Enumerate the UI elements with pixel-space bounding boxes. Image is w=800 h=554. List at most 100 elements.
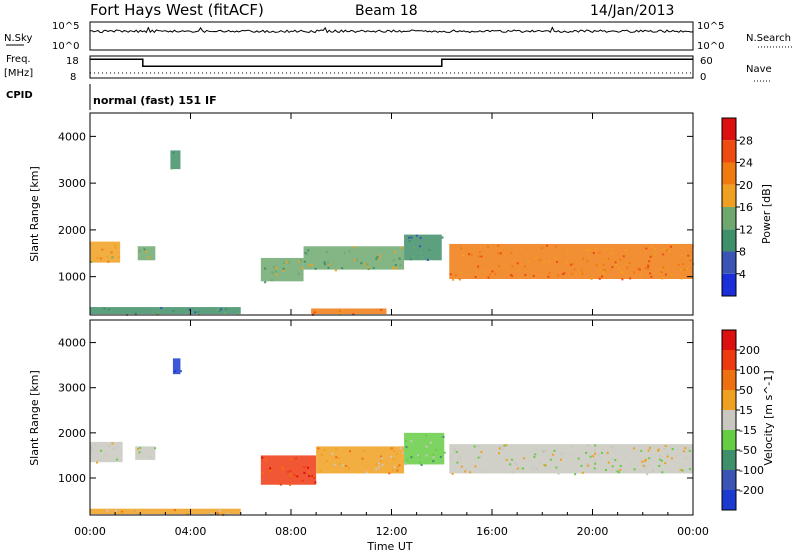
echo-speckle: [636, 267, 639, 270]
echo-speckle: [151, 310, 154, 313]
echo-speckle: [557, 472, 560, 475]
echo-speckle: [513, 461, 516, 464]
echo-speckle: [289, 473, 292, 476]
echo-speckle: [116, 458, 119, 461]
echo-speckle: [297, 272, 300, 275]
echo-speckle: [511, 458, 514, 461]
time-axis: 00:00 04:00 08:00 12:00 16:00 20:00 00:00: [74, 113, 709, 538]
echo-speckle: [498, 447, 501, 450]
colorbar-segment: [722, 370, 736, 390]
echo-speckle: [671, 448, 674, 451]
echo-speckle: [633, 447, 636, 450]
echo-speckle: [405, 458, 408, 461]
freq-label: Freq.: [6, 54, 31, 65]
echo-speckle: [478, 251, 481, 254]
echo-speckle: [648, 457, 651, 460]
echo-speckle: [312, 475, 315, 478]
echo-speckle: [293, 474, 296, 477]
echo-speckle: [673, 243, 676, 246]
echo-speckle: [313, 477, 316, 480]
echo-speckle: [416, 454, 419, 457]
echo-speckle: [265, 458, 268, 461]
colorbar-segment: [722, 470, 736, 490]
echo-speckle: [477, 445, 480, 448]
echo-speckle: [563, 272, 566, 275]
echo-speckle: [649, 446, 652, 449]
echo-speckle: [474, 465, 477, 468]
echo-speckle: [662, 266, 665, 269]
colorbar-tick-label: -100: [739, 464, 764, 477]
echo-speckle: [670, 457, 673, 460]
echo-speckle: [408, 239, 411, 242]
echo-speckle: [689, 259, 692, 262]
freq-tick-high: 18: [66, 56, 79, 67]
echo-speckle: [338, 463, 341, 466]
echo-speckle: [640, 449, 643, 452]
echo-speckle: [614, 458, 617, 461]
echo-speckle: [594, 247, 597, 250]
echo-speckle: [552, 453, 555, 456]
echo-speckle: [174, 152, 177, 155]
x-tick-label: 00:00: [677, 525, 709, 538]
echo-speckle: [601, 270, 604, 273]
echo-speckle: [438, 254, 441, 257]
echo-speckle: [626, 266, 629, 269]
echo-speckle: [99, 257, 102, 260]
echo-speckle: [669, 245, 672, 248]
echo-speckle: [547, 259, 550, 262]
y-tick-label: 3000: [58, 382, 86, 395]
echo-speckle: [478, 255, 481, 258]
echo-speckle: [571, 272, 574, 275]
echo-speckle: [404, 439, 407, 442]
echo-speckle: [100, 449, 103, 452]
echo-speckle: [657, 449, 660, 452]
echo-speckle: [226, 512, 229, 515]
echo-speckle: [341, 464, 344, 467]
echo-speckle: [561, 452, 564, 455]
echo-speckle: [660, 267, 663, 270]
echo-speckle: [375, 257, 378, 260]
echo-speckle: [681, 469, 684, 472]
x-tick-label: 08:00: [275, 525, 307, 538]
echo-speckle: [526, 260, 529, 263]
echo-speckle: [145, 250, 148, 253]
power-echo-layer: [90, 150, 694, 316]
echo-speckle: [455, 451, 458, 454]
echo-speckle: [220, 308, 223, 311]
echo-speckle: [282, 269, 285, 272]
echo-speckle: [633, 468, 636, 471]
echo-speckle: [686, 256, 689, 259]
echo-speckle: [607, 258, 610, 261]
velocity-ylabel: Slant Range [km]: [28, 370, 41, 466]
echo-speckle: [570, 445, 573, 448]
echo-speckle: [342, 308, 345, 311]
echo-speckle: [553, 449, 556, 452]
echo-speckle: [303, 260, 306, 263]
echo-speckle: [186, 513, 189, 516]
echo-speckle: [638, 268, 641, 271]
echo-speckle: [602, 272, 605, 275]
echo-speckle: [611, 446, 614, 449]
echo-speckle: [625, 263, 628, 266]
echo-speckle: [630, 462, 633, 465]
echo-speckle: [565, 261, 568, 264]
echo-speckle: [327, 261, 330, 264]
echo-speckle: [415, 234, 418, 237]
echo-speckle: [420, 463, 423, 466]
echo-speckle: [468, 253, 471, 256]
nsky-tick-high: 10^5: [52, 21, 79, 32]
echo-speckle: [645, 247, 648, 250]
echo-speckle: [633, 271, 636, 274]
cpid-label: CPID: [6, 90, 33, 101]
echo-speckle: [647, 449, 650, 452]
echo-band: [449, 444, 693, 474]
echo-speckle: [581, 272, 584, 275]
echo-speckle: [269, 470, 272, 473]
echo-speckle: [586, 260, 589, 263]
echo-speckle: [491, 270, 494, 273]
echo-speckle: [561, 273, 564, 276]
echo-speckle: [136, 447, 139, 450]
echo-speckle: [664, 462, 667, 465]
echo-speckle: [418, 455, 421, 458]
echo-speckle: [314, 267, 317, 270]
